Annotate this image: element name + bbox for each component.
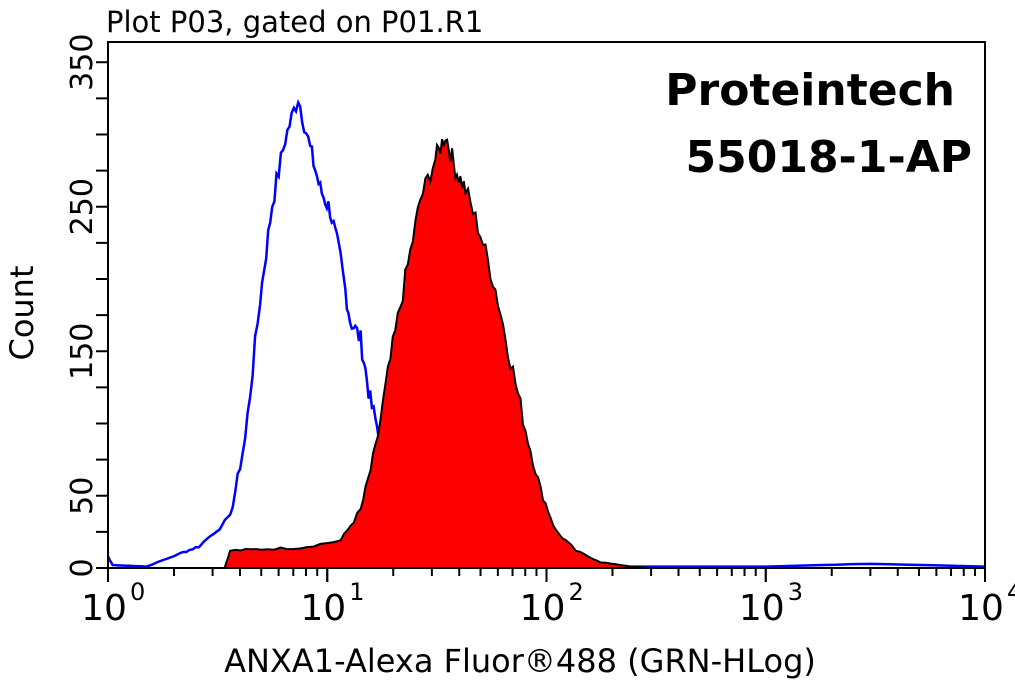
x-tick-exponent: 0 bbox=[130, 578, 145, 606]
annotation-catalog: 55018-1-AP bbox=[685, 132, 972, 183]
x-tick-label: 10 bbox=[520, 588, 566, 629]
x-tick-label: 10 bbox=[739, 588, 785, 629]
y-tick-label: 50 bbox=[65, 477, 100, 515]
x-tick-exponent: 2 bbox=[569, 578, 584, 606]
series-1-area bbox=[223, 138, 652, 569]
y-tick-label: 0 bbox=[65, 558, 100, 577]
y-tick-label: 150 bbox=[65, 323, 100, 380]
plot-frame bbox=[107, 41, 986, 569]
x-tick-label: 10 bbox=[300, 588, 346, 629]
y-tick-label: 250 bbox=[65, 178, 100, 235]
y-axis-label: Count bbox=[3, 265, 41, 360]
chart-title: Plot P03, gated on P01.R1 bbox=[106, 5, 483, 39]
x-tick-exponent: 3 bbox=[788, 578, 803, 606]
x-axis-label: ANXA1-Alexa Fluor®488 (GRN-HLog) bbox=[224, 642, 816, 680]
x-tick-exponent: 1 bbox=[349, 578, 364, 606]
x-tick-label: 10 bbox=[81, 588, 127, 629]
y-tick-label: 350 bbox=[65, 34, 100, 91]
series-layer bbox=[106, 98, 986, 569]
annotation-brand: Proteintech bbox=[665, 65, 955, 116]
x-tick-label: 10 bbox=[958, 588, 1004, 629]
x-tick-exponent: 4 bbox=[1007, 578, 1015, 606]
